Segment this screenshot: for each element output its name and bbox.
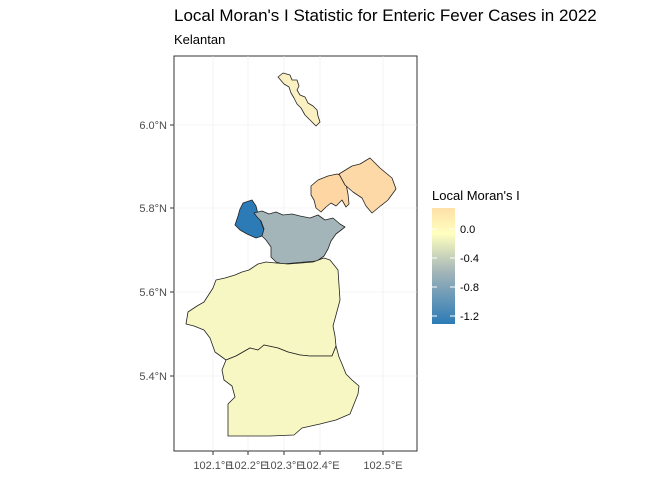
region-west-small[interactable] — [234, 199, 265, 239]
legend-colorbar — [432, 208, 455, 324]
map-subtitle: Kelantan — [174, 32, 226, 47]
y-tick-label-5-6: 5.6°N — [139, 287, 167, 299]
legend-label-minus-0-4: -0.4 — [460, 253, 479, 265]
legend-label-minus-0-8: -0.8 — [460, 282, 479, 294]
y-tick-label-5-8: 5.8°N — [139, 203, 167, 215]
x-tick-label-102-3: 102.3°E — [264, 460, 303, 472]
map-title: Local Moran's I Statistic for Enteric Fe… — [174, 6, 597, 25]
region-south-bottom[interactable] — [221, 344, 360, 437]
x-tick-label-102-5: 102.5°E — [363, 460, 402, 472]
region-north-islet[interactable] — [277, 72, 321, 127]
legend-label-0-0: 0.0 — [460, 224, 475, 236]
region-central-gray[interactable] — [253, 210, 346, 265]
legend: Local Moran's I 0.0 -0.4 -0.8 -1.2 — [432, 188, 520, 324]
y-axis: 6.0°N 5.8°N 5.6°N 5.4°N — [139, 120, 174, 383]
legend-title: Local Moran's I — [432, 188, 520, 203]
x-axis: 102.1°E 102.2°E 102.3°E 102.4°E 102.5°E — [193, 451, 403, 472]
x-tick-label-102-2: 102.2°E — [228, 460, 267, 472]
region-northeast-east[interactable] — [338, 157, 397, 214]
y-tick-label-5-4: 5.4°N — [139, 371, 167, 383]
y-tick-label-6-0: 6.0°N — [139, 120, 167, 132]
regions — [185, 72, 397, 437]
region-northeast-west[interactable] — [310, 173, 350, 213]
x-tick-label-102-4: 102.4°E — [300, 460, 339, 472]
legend-label-minus-1-2: -1.2 — [460, 311, 479, 323]
x-tick-label-102-1: 102.1°E — [193, 460, 232, 472]
